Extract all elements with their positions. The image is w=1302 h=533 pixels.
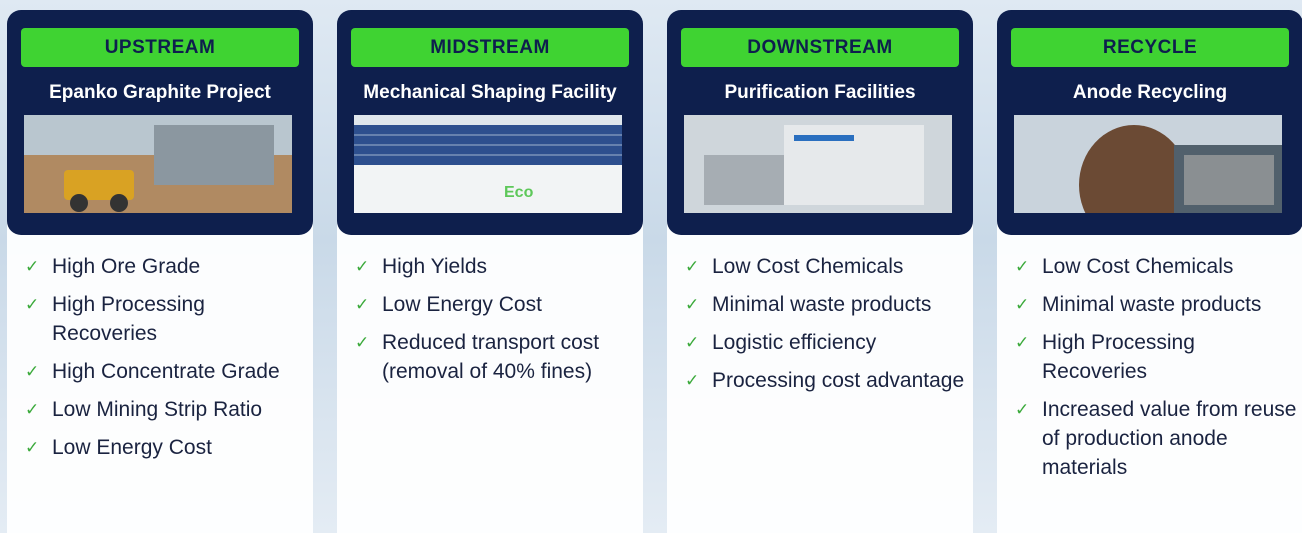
benefit-text: Low Energy Cost bbox=[52, 436, 212, 459]
benefit: ✓ Low Cost Chemicals bbox=[1015, 252, 1297, 281]
check-icon: ✓ bbox=[25, 357, 39, 386]
header: MIDSTREAM Mechanical Shaping Facility Ec… bbox=[337, 10, 643, 235]
column: UPSTREAM Epanko Graphite Project ✓ High O… bbox=[7, 10, 313, 533]
benefit-text: High Processing Recoveries bbox=[52, 293, 205, 345]
benefit-text: Increased value from reuse of production… bbox=[1042, 398, 1296, 479]
check-icon: ✓ bbox=[355, 252, 369, 281]
stage-title: Anode Recycling bbox=[997, 82, 1302, 104]
photo bbox=[24, 115, 292, 213]
check-icon: ✓ bbox=[685, 366, 699, 395]
benefit-list: ✓ High Yields ✓ Low Energy Cost ✓ Reduced tra… bbox=[355, 252, 637, 395]
stage-label: DOWNSTREAM bbox=[681, 28, 959, 67]
benefit: ✓ Minimal waste products bbox=[685, 290, 967, 319]
benefit-text: Low Cost Chemicals bbox=[712, 255, 903, 278]
photo bbox=[684, 115, 952, 213]
benefit: ✓ Low Mining Strip Ratio bbox=[25, 395, 307, 424]
benefit-text: Low Energy Cost bbox=[382, 293, 542, 316]
photo bbox=[1014, 115, 1282, 213]
benefit-text: Low Cost Chemicals bbox=[1042, 255, 1233, 278]
benefit-text: Processing cost advantage bbox=[712, 369, 964, 392]
benefit: ✓ High Concentrate Grade bbox=[25, 357, 307, 386]
page: UPSTREAM Epanko Graphite Project ✓ High O… bbox=[0, 0, 1302, 533]
benefit-text: High Yields bbox=[382, 255, 487, 278]
benefit: ✓ Low Energy Cost bbox=[355, 290, 637, 319]
check-icon: ✓ bbox=[685, 290, 699, 319]
benefit-text: Reduced transport cost (removal of 40% f… bbox=[382, 331, 599, 383]
benefit: ✓ Minimal waste products bbox=[1015, 290, 1297, 319]
column: RECYCLE Anode Recycling ✓ Low Cost Chemic… bbox=[997, 10, 1302, 533]
benefit-text: Low Mining Strip Ratio bbox=[52, 398, 262, 421]
stage-title: Purification Facilities bbox=[667, 82, 973, 104]
benefit-text: Logistic efficiency bbox=[712, 331, 876, 354]
benefit: ✓ Low Cost Chemicals bbox=[685, 252, 967, 281]
benefit-list: ✓ Low Cost Chemicals ✓ Minimal waste produc… bbox=[685, 252, 967, 404]
benefit-text: Minimal waste products bbox=[1042, 293, 1261, 316]
check-icon: ✓ bbox=[355, 290, 369, 319]
stage-title: Mechanical Shaping Facility bbox=[337, 82, 643, 104]
header: UPSTREAM Epanko Graphite Project bbox=[7, 10, 313, 235]
column: MIDSTREAM Mechanical Shaping Facility Ec… bbox=[337, 10, 643, 533]
column: DOWNSTREAM Purification Facilities ✓ Low … bbox=[667, 10, 973, 533]
benefit-list: ✓ Low Cost Chemicals ✓ Minimal waste produc… bbox=[1015, 252, 1297, 491]
photo: Eco bbox=[354, 115, 622, 213]
check-icon: ✓ bbox=[355, 328, 369, 357]
stage-label: UPSTREAM bbox=[21, 28, 299, 67]
benefit: ✓ Low Energy Cost bbox=[25, 433, 307, 462]
check-icon: ✓ bbox=[685, 252, 699, 281]
benefit-text: Minimal waste products bbox=[712, 293, 931, 316]
benefit: ✓ Logistic efficiency bbox=[685, 328, 967, 357]
check-icon: ✓ bbox=[25, 290, 39, 319]
check-icon: ✓ bbox=[1015, 395, 1029, 424]
benefit: ✓ High Processing Recoveries bbox=[25, 290, 307, 348]
stage-title: Epanko Graphite Project bbox=[7, 82, 313, 104]
check-icon: ✓ bbox=[1015, 328, 1029, 357]
benefit: ✓ High Ore Grade bbox=[25, 252, 307, 281]
check-icon: ✓ bbox=[1015, 290, 1029, 319]
benefit-text: High Ore Grade bbox=[52, 255, 200, 278]
stage-label: RECYCLE bbox=[1011, 28, 1289, 67]
benefit: ✓ High Yields bbox=[355, 252, 637, 281]
benefit: ✓ Reduced transport cost (removal of 40% … bbox=[355, 328, 637, 386]
benefit-text: High Processing Recoveries bbox=[1042, 331, 1195, 383]
check-icon: ✓ bbox=[25, 395, 39, 424]
check-icon: ✓ bbox=[25, 433, 39, 462]
svg-text:Eco: Eco bbox=[504, 184, 534, 201]
benefit: ✓ Increased value from reuse of productio… bbox=[1015, 395, 1297, 482]
check-icon: ✓ bbox=[685, 328, 699, 357]
benefit-list: ✓ High Ore Grade ✓ High Processing Recoveri… bbox=[25, 252, 307, 471]
check-icon: ✓ bbox=[1015, 252, 1029, 281]
check-icon: ✓ bbox=[25, 252, 39, 281]
benefit: ✓ High Processing Recoveries bbox=[1015, 328, 1297, 386]
benefit-text: High Concentrate Grade bbox=[52, 360, 280, 383]
header: DOWNSTREAM Purification Facilities bbox=[667, 10, 973, 235]
header: RECYCLE Anode Recycling bbox=[997, 10, 1302, 235]
benefit: ✓ Processing cost advantage bbox=[685, 366, 967, 395]
stage-label: MIDSTREAM bbox=[351, 28, 629, 67]
